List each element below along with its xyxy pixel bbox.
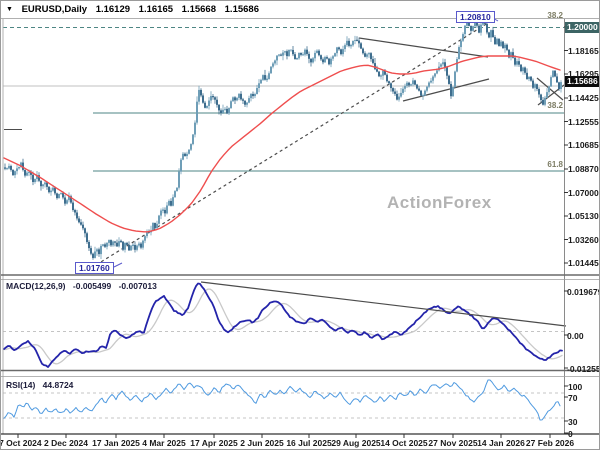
current-price-box: 1.15686 bbox=[565, 76, 599, 87]
rsi-value: 44.8724 bbox=[42, 380, 74, 390]
macd-scale-label: -0.012552 bbox=[567, 364, 599, 374]
macd-plot-area[interactable] bbox=[3, 279, 564, 370]
rsi-name: RSI(14) bbox=[6, 380, 36, 390]
date-axis-label: 17 Apr 2025 bbox=[190, 438, 238, 448]
ma-line bbox=[3, 55, 561, 233]
macd-scale-label: 0.00 bbox=[567, 331, 584, 341]
rsi-line bbox=[3, 379, 561, 421]
macd-label-row: MACD(12,26,9) -0.005499 -0.007013 bbox=[6, 281, 162, 291]
price-scale-label: 1.14425 bbox=[568, 93, 599, 103]
swing-high-annotation: 1.20810 bbox=[456, 11, 495, 23]
price-scale-label: 1.05130 bbox=[568, 211, 599, 221]
date-axis-label: 27 Feb 2026 bbox=[525, 438, 575, 448]
quote-close: 1.15686 bbox=[224, 4, 259, 15]
main-chart-plot-area[interactable] bbox=[3, 19, 564, 275]
macd-signal-value: -0.007013 bbox=[118, 281, 157, 291]
round-level-price-box: 1.20000 bbox=[565, 21, 599, 33]
price-scale-label: 1.07000 bbox=[568, 187, 599, 198]
rsi-scale-label: 30 bbox=[568, 417, 578, 427]
swing-low-annotation: 1.01760 bbox=[75, 262, 114, 274]
date-axis-label: 2 Jun 2025 bbox=[240, 438, 284, 448]
candlesticks bbox=[4, 16, 562, 260]
frame-lines bbox=[1, 18, 599, 435]
date-axis-label: 14 Jan 2026 bbox=[477, 438, 525, 448]
price-scale-label: 1.12555 bbox=[568, 116, 599, 127]
quote-bar: ▼ EURUSD,Daily 1.16129 1.16165 1.15668 1… bbox=[6, 4, 265, 17]
level-lines bbox=[3, 27, 564, 419]
price-scale-label: 1.10685 bbox=[568, 140, 599, 150]
price-scale-label: 1.03260 bbox=[568, 234, 599, 245]
price-direction-down-icon: ▼ bbox=[6, 6, 13, 13]
price-scale-label: 1.18165 bbox=[568, 45, 599, 56]
fib-38-2-upper-label: 38.2 bbox=[547, 11, 563, 20]
price-scale-label: 1.16295 bbox=[568, 69, 599, 79]
rsi-scale-label: 100 bbox=[568, 382, 583, 392]
rsi-scale-label: 0 bbox=[568, 429, 573, 439]
rsi-label-row: RSI(14) 44.8724 bbox=[6, 380, 78, 390]
macd-name: MACD(12,26,9) bbox=[6, 281, 66, 291]
quote-low: 1.15668 bbox=[181, 4, 216, 15]
macd-signal-line bbox=[3, 288, 563, 365]
price-scale-label: 1.01445 bbox=[568, 258, 599, 268]
date-axis-label: 17 Jan 2025 bbox=[92, 438, 140, 448]
date-axis-label: 29 Aug 2025 bbox=[331, 438, 381, 448]
date-axis-label: 14 Oct 2025 bbox=[380, 438, 428, 448]
macd-trendline bbox=[200, 281, 567, 327]
date-axis-label: 4 Mar 2025 bbox=[142, 438, 186, 448]
macd-scale-label: 0.019679 bbox=[567, 287, 600, 297]
date-axis-label: 2 Dec 2024 bbox=[44, 438, 88, 448]
rsi-scale-label: 70 bbox=[568, 393, 578, 403]
macd-main-value: -0.005499 bbox=[72, 281, 112, 291]
quote-high: 1.16165 bbox=[138, 4, 174, 15]
symbol-timeframe-label: EURUSD,Daily bbox=[21, 4, 88, 15]
quote-open: 1.16129 bbox=[95, 4, 131, 15]
rsi-plot-area[interactable] bbox=[3, 377, 564, 434]
actionforex-watermark: ActionForex bbox=[387, 193, 492, 212]
fib-38-2-mid-label: 38.2 bbox=[547, 101, 563, 110]
fib-61-8-label: 61.8 bbox=[547, 160, 563, 169]
price-scale-label: 1.08870 bbox=[568, 164, 599, 174]
scale-ticks bbox=[17, 26, 568, 438]
date-axis-label: 16 Jul 2025 bbox=[286, 438, 332, 448]
time-axis-area[interactable] bbox=[3, 434, 564, 449]
date-axis-label: 17 Oct 2024 bbox=[1, 438, 42, 448]
date-axis-label: 27 Nov 2025 bbox=[428, 438, 478, 448]
price-scale-area[interactable] bbox=[564, 19, 599, 434]
